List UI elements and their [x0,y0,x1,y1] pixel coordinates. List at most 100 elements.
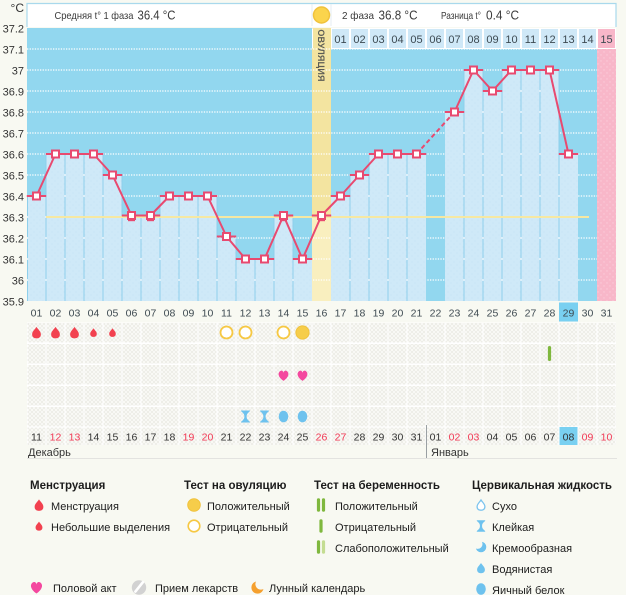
svg-text:31: 31 [411,432,423,444]
svg-text:23: 23 [449,308,461,320]
svg-text:15: 15 [107,432,119,444]
svg-text:22: 22 [430,308,442,320]
svg-text:29: 29 [373,432,385,444]
svg-text:ОВУЛЯЦИЯ: ОВУЛЯЦИЯ [316,29,326,81]
svg-text:10: 10 [601,432,613,444]
svg-text:Кремообразная: Кремообразная [492,543,572,555]
svg-text:Менструация: Менструация [30,480,105,492]
svg-text:18: 18 [164,432,176,444]
svg-text:27: 27 [335,432,347,444]
svg-text:Тест на беременность: Тест на беременность [314,480,440,492]
svg-text:Декабрь: Декабрь [28,447,71,459]
svg-text:13: 13 [562,34,574,46]
svg-text:01: 01 [430,432,442,444]
svg-text:35.9: 35.9 [3,297,24,309]
svg-text:36: 36 [12,276,24,288]
svg-text:0.4 °C: 0.4 °C [486,9,519,23]
svg-text:02: 02 [353,34,365,46]
svg-text:15: 15 [600,34,612,46]
svg-text:08: 08 [563,432,575,444]
svg-text:16: 16 [316,308,328,320]
svg-text:27: 27 [525,308,537,320]
svg-text:07: 07 [544,432,556,444]
svg-text:18: 18 [354,308,366,320]
svg-text:14: 14 [278,308,290,320]
svg-text:21: 21 [221,432,233,444]
svg-text:12: 12 [240,308,252,320]
svg-text:17: 17 [145,432,157,444]
svg-text:03: 03 [468,432,480,444]
svg-text:02: 02 [449,432,461,444]
svg-text:Лунный календарь: Лунный календарь [269,583,366,595]
svg-text:Небольшие выделения: Небольшие выделения [51,522,170,534]
svg-text:09: 09 [582,432,594,444]
svg-text:11: 11 [31,432,42,444]
svg-text:Отрицательный: Отрицательный [207,522,288,534]
svg-text:19: 19 [373,308,385,320]
svg-text:10: 10 [202,308,214,320]
svg-text:2 фаза: 2 фаза [342,10,374,22]
svg-text:11: 11 [221,308,232,320]
svg-text:36.1: 36.1 [3,255,24,267]
svg-text:36.5: 36.5 [3,171,24,183]
svg-text:37.1: 37.1 [3,45,24,57]
svg-text:26: 26 [506,308,518,320]
svg-text:07: 07 [448,34,460,46]
svg-text:36.9: 36.9 [3,87,24,99]
svg-text:09: 09 [486,34,498,46]
svg-text:03: 03 [372,34,384,46]
svg-text:20: 20 [202,432,214,444]
svg-text:08: 08 [467,34,479,46]
svg-text:05: 05 [107,308,119,320]
svg-text:36.2: 36.2 [3,234,24,246]
svg-text:10: 10 [505,34,517,46]
svg-text:06: 06 [429,34,441,46]
svg-text:09: 09 [183,308,195,320]
svg-text:19: 19 [183,432,195,444]
svg-text:Разница t°: Разница t° [441,10,481,22]
svg-text:04: 04 [391,34,403,46]
svg-text:04: 04 [88,308,100,320]
svg-text:26: 26 [316,432,328,444]
svg-text:17: 17 [335,308,347,320]
svg-text:30: 30 [392,432,404,444]
svg-text:13: 13 [259,308,271,320]
svg-text:Средняя t° 1 фаза: Средняя t° 1 фаза [55,10,134,22]
svg-text:30: 30 [582,308,594,320]
svg-text:°C: °C [11,1,25,15]
svg-text:36.4 °C: 36.4 °C [138,9,176,23]
svg-text:11: 11 [525,34,536,46]
svg-text:24: 24 [278,432,290,444]
svg-text:04: 04 [487,432,499,444]
svg-text:07: 07 [145,308,157,320]
svg-text:Яичный белок: Яичный белок [492,585,565,595]
svg-text:36.8: 36.8 [3,108,24,120]
svg-text:36.6: 36.6 [3,150,24,162]
svg-text:23: 23 [259,432,271,444]
svg-text:01: 01 [31,308,43,320]
svg-text:Положительный: Положительный [207,501,290,513]
svg-text:22: 22 [240,432,252,444]
svg-text:05: 05 [410,34,422,46]
svg-text:15: 15 [297,308,309,320]
svg-text:25: 25 [487,308,499,320]
svg-text:Клейкая: Клейкая [492,522,534,534]
svg-text:12: 12 [543,34,555,46]
svg-text:Цервикальная жидкость: Цервикальная жидкость [472,480,612,492]
svg-text:01: 01 [334,34,346,46]
svg-text:29: 29 [563,308,575,320]
svg-text:37.2: 37.2 [3,24,24,36]
svg-text:21: 21 [411,308,423,320]
svg-text:05: 05 [506,432,518,444]
svg-text:37: 37 [12,66,24,78]
svg-text:36.8 °C: 36.8 °C [379,9,418,23]
svg-text:Положительный: Положительный [335,501,418,513]
svg-text:08: 08 [164,308,176,320]
svg-text:36.4: 36.4 [3,192,24,204]
svg-text:20: 20 [392,308,404,320]
svg-text:Слабоположительный: Слабоположительный [335,543,449,555]
svg-text:Менструация: Менструация [51,501,119,513]
svg-text:12: 12 [50,432,62,444]
svg-text:14: 14 [88,432,100,444]
svg-text:Тест на овуляцию: Тест на овуляцию [184,480,287,492]
